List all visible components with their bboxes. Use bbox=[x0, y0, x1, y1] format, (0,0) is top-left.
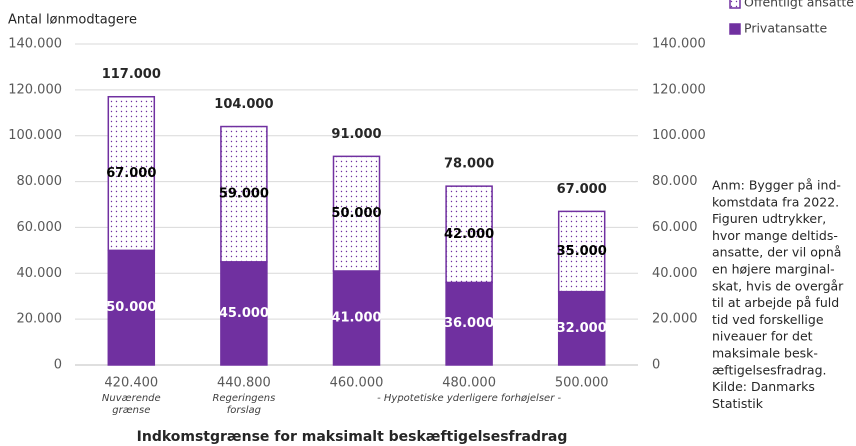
bar-segment bbox=[332, 155, 381, 272]
legend-swatch bbox=[729, 23, 741, 35]
note-line: æftigelsesfradrag. bbox=[712, 362, 826, 377]
y-axis-label: Antal lønmodtagere bbox=[8, 13, 137, 28]
x-sublabel: forslag bbox=[227, 405, 261, 416]
bar-segment bbox=[220, 125, 268, 263]
note-line: ansatte, der vil opnå bbox=[712, 245, 841, 260]
total-label: 67.000 bbox=[557, 182, 607, 197]
y2-tick-label: 100.000 bbox=[652, 128, 706, 143]
x-sublabel: Nuværende bbox=[102, 393, 161, 404]
bar-segment bbox=[107, 95, 156, 252]
note-line: Anm: Bygger på ind- bbox=[712, 178, 841, 193]
total-label: 78.000 bbox=[444, 157, 494, 172]
y2-tick-label: 140.000 bbox=[652, 37, 706, 52]
value-label: 67.000 bbox=[106, 166, 156, 181]
note-line: Statistik bbox=[712, 396, 764, 411]
y-tick-label: 0 bbox=[54, 358, 62, 373]
x-tick-label: 480.000 bbox=[442, 376, 496, 391]
note-line: komstdata fra 2022. bbox=[712, 194, 839, 209]
y2-tick-label: 0 bbox=[652, 358, 660, 373]
total-label: 104.000 bbox=[214, 97, 273, 112]
value-label: 36.000 bbox=[444, 316, 494, 331]
legend-label: Offentligt ansatte bbox=[744, 0, 854, 10]
bar-segment bbox=[220, 261, 268, 366]
total-label: 117.000 bbox=[102, 67, 161, 82]
value-label: 50.000 bbox=[331, 206, 381, 221]
note-line: maksimale besk- bbox=[712, 346, 818, 361]
note-line: niveauer for det bbox=[712, 329, 813, 344]
y-tick-label: 40.000 bbox=[17, 266, 63, 281]
y-tick-label: 140.000 bbox=[8, 37, 62, 52]
y-tick-label: 100.000 bbox=[8, 128, 62, 143]
note-line: hvor mange deltids- bbox=[712, 228, 838, 243]
note-line: tid ved forskellige bbox=[712, 312, 824, 327]
value-label: 35.000 bbox=[557, 244, 607, 259]
value-label: 50.000 bbox=[106, 300, 156, 315]
y2-tick-label: 80.000 bbox=[652, 174, 698, 189]
bar-segment bbox=[557, 210, 606, 293]
total-label: 91.000 bbox=[331, 127, 381, 142]
y-tick-label: 60.000 bbox=[17, 220, 63, 235]
value-label: 41.000 bbox=[331, 310, 381, 325]
x-tick-label: 500.000 bbox=[555, 376, 609, 391]
x-sublabel: Regeringens bbox=[212, 393, 275, 404]
x-axis-label: Indkomstgrænse for maksimalt beskæftigel… bbox=[137, 429, 568, 445]
y-tick-label: 20.000 bbox=[17, 312, 63, 327]
bar-segment bbox=[557, 290, 606, 366]
note-line: skat, hvis de overgår bbox=[712, 278, 844, 293]
legend-swatch bbox=[729, 0, 741, 9]
y2-tick-label: 60.000 bbox=[652, 220, 698, 235]
note-line: Kilde: Danmarks bbox=[712, 379, 815, 394]
range-annotation: - Hypotetiske yderligere forhøjelser - bbox=[377, 393, 561, 404]
note-line: til at arbejde på fuld bbox=[712, 295, 839, 310]
x-sublabel: grænse bbox=[112, 405, 150, 416]
bar-segment bbox=[107, 249, 156, 366]
y2-tick-label: 40.000 bbox=[652, 266, 698, 281]
y2-tick-label: 20.000 bbox=[652, 312, 698, 327]
bar-segment bbox=[445, 185, 493, 284]
x-tick-label: 420.400 bbox=[104, 376, 158, 391]
value-label: 42.000 bbox=[444, 227, 494, 242]
note-line: en højere marginal- bbox=[712, 262, 835, 277]
bar-segment bbox=[332, 270, 381, 366]
value-label: 32.000 bbox=[557, 321, 607, 336]
x-tick-label: 460.000 bbox=[330, 376, 384, 391]
note-line: Figuren udtrykker, bbox=[712, 211, 826, 226]
y-tick-label: 120.000 bbox=[8, 82, 62, 97]
x-tick-label: 440.800 bbox=[217, 376, 271, 391]
value-label: 59.000 bbox=[219, 187, 269, 202]
y2-tick-label: 120.000 bbox=[652, 82, 706, 97]
legend-label: Privatansatte bbox=[744, 21, 827, 36]
y-tick-label: 80.000 bbox=[17, 174, 63, 189]
value-label: 45.000 bbox=[219, 306, 269, 321]
